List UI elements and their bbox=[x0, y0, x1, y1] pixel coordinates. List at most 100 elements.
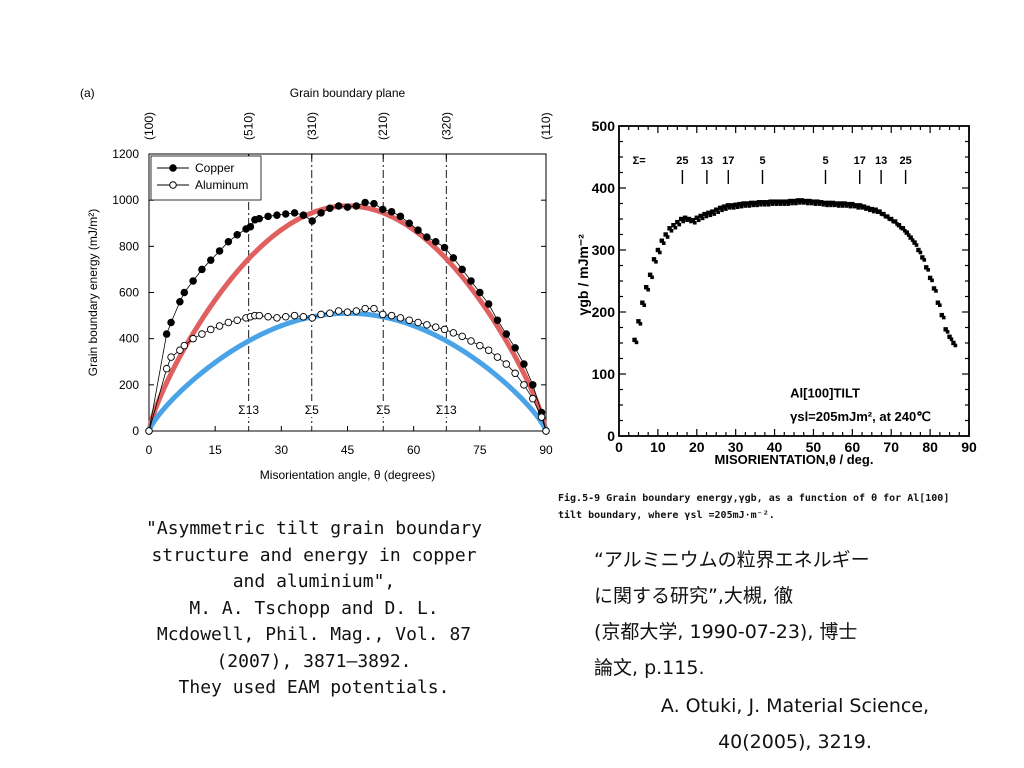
al-point bbox=[755, 203, 759, 208]
aluminum-point bbox=[458, 332, 466, 341]
al-point bbox=[926, 268, 930, 272]
copper-point bbox=[361, 198, 369, 207]
aluminum-point bbox=[207, 325, 215, 334]
legend-marker bbox=[169, 181, 177, 189]
citation-line: “アルミニウムの粒界エネルギー bbox=[594, 549, 870, 571]
aluminum-point bbox=[476, 341, 484, 350]
al-point bbox=[735, 205, 740, 210]
sigma-mark-label: 13 bbox=[701, 155, 713, 167]
al-point bbox=[729, 203, 734, 208]
al-point bbox=[951, 340, 956, 346]
al-point bbox=[945, 330, 950, 334]
citation-line: に関する研究”,大槻, 徹 bbox=[594, 585, 793, 607]
aluminum-point bbox=[542, 427, 550, 435]
al-point bbox=[716, 210, 720, 214]
plane-label: (100) bbox=[142, 112, 156, 140]
copper-point bbox=[431, 237, 440, 246]
al-point bbox=[811, 199, 816, 204]
al-point bbox=[856, 206, 860, 210]
al-point bbox=[861, 204, 867, 209]
sigma-label-bg bbox=[297, 401, 326, 417]
y-tick-label: 100 bbox=[592, 366, 616, 382]
al-point bbox=[822, 200, 828, 206]
aluminum-point bbox=[440, 325, 449, 334]
al-point bbox=[706, 210, 711, 215]
al-point bbox=[751, 203, 755, 208]
al-point bbox=[912, 240, 917, 245]
al-point bbox=[778, 202, 783, 206]
citation-line: (京都大学, 1990-07-23), 博士 bbox=[594, 621, 858, 643]
al-point bbox=[904, 230, 909, 235]
al-point bbox=[745, 201, 750, 206]
copper-point bbox=[273, 211, 281, 219]
aluminum-point bbox=[431, 323, 440, 331]
aluminum-point bbox=[449, 329, 458, 337]
copper-point bbox=[529, 381, 537, 389]
copper-point bbox=[317, 209, 325, 217]
al-point bbox=[784, 199, 789, 204]
y-tick-label: 800 bbox=[119, 239, 139, 253]
sigma-mark-label: 25 bbox=[676, 155, 688, 167]
aluminum-point bbox=[273, 314, 281, 322]
al-point bbox=[885, 214, 890, 219]
al-point bbox=[857, 203, 863, 208]
al-point bbox=[848, 204, 853, 209]
al-point bbox=[671, 223, 676, 228]
aluminum-point bbox=[379, 310, 387, 319]
aluminum-point bbox=[467, 337, 475, 345]
al-point bbox=[759, 202, 763, 207]
al-point bbox=[922, 258, 927, 262]
al-point bbox=[850, 201, 855, 207]
al-point bbox=[693, 220, 697, 225]
al-point bbox=[694, 215, 699, 220]
annotation-1: Al[100]TILT bbox=[790, 386, 860, 401]
al-point bbox=[712, 212, 717, 216]
legend: Copper Aluminum bbox=[150, 155, 262, 201]
al-point bbox=[725, 203, 731, 208]
al-point bbox=[896, 223, 902, 228]
al-point bbox=[790, 201, 794, 206]
al-point bbox=[710, 209, 715, 214]
al-point bbox=[834, 201, 839, 206]
al-point bbox=[747, 204, 752, 208]
aluminum-point bbox=[361, 304, 369, 313]
al-point bbox=[632, 337, 637, 343]
al-point bbox=[949, 337, 954, 342]
al-point bbox=[702, 211, 707, 217]
copper-point bbox=[449, 254, 458, 262]
al-point bbox=[679, 216, 684, 222]
al-point bbox=[939, 312, 944, 318]
al-point bbox=[798, 201, 802, 205]
aluminum-point bbox=[317, 310, 325, 319]
al-point bbox=[752, 200, 758, 206]
citation-line: Mcdowell, Phil. Mag., Vol. 87 bbox=[156, 624, 472, 645]
sigma-mark-label: 17 bbox=[854, 155, 866, 167]
x-tick-label: 80 bbox=[922, 439, 938, 455]
al-point bbox=[931, 286, 937, 291]
copper-point bbox=[215, 247, 224, 255]
copper-point bbox=[308, 217, 316, 225]
chart-title: Grain boundary plane bbox=[290, 86, 406, 100]
copper-point bbox=[511, 344, 519, 352]
aluminum-point bbox=[145, 427, 153, 435]
copper-point bbox=[299, 211, 308, 219]
al-point bbox=[658, 250, 662, 255]
al-point bbox=[681, 219, 685, 224]
al-point bbox=[756, 200, 762, 205]
al-point bbox=[924, 265, 929, 270]
al-point bbox=[721, 204, 727, 209]
al-point bbox=[910, 238, 915, 242]
aluminum-point bbox=[396, 314, 405, 322]
copper-point bbox=[440, 243, 449, 252]
copper-point bbox=[207, 256, 215, 264]
al-point bbox=[787, 198, 793, 204]
al-point bbox=[892, 219, 898, 224]
aluminum-point bbox=[529, 394, 537, 403]
al-point bbox=[696, 218, 701, 223]
sigma-label-bg bbox=[369, 401, 398, 417]
plane-label: (510) bbox=[242, 112, 256, 140]
legend-marker bbox=[169, 164, 177, 172]
al-point bbox=[774, 202, 779, 206]
y-axis-label: Grain boundary energy (mJ/m²) bbox=[86, 209, 100, 376]
al-point bbox=[881, 211, 886, 217]
